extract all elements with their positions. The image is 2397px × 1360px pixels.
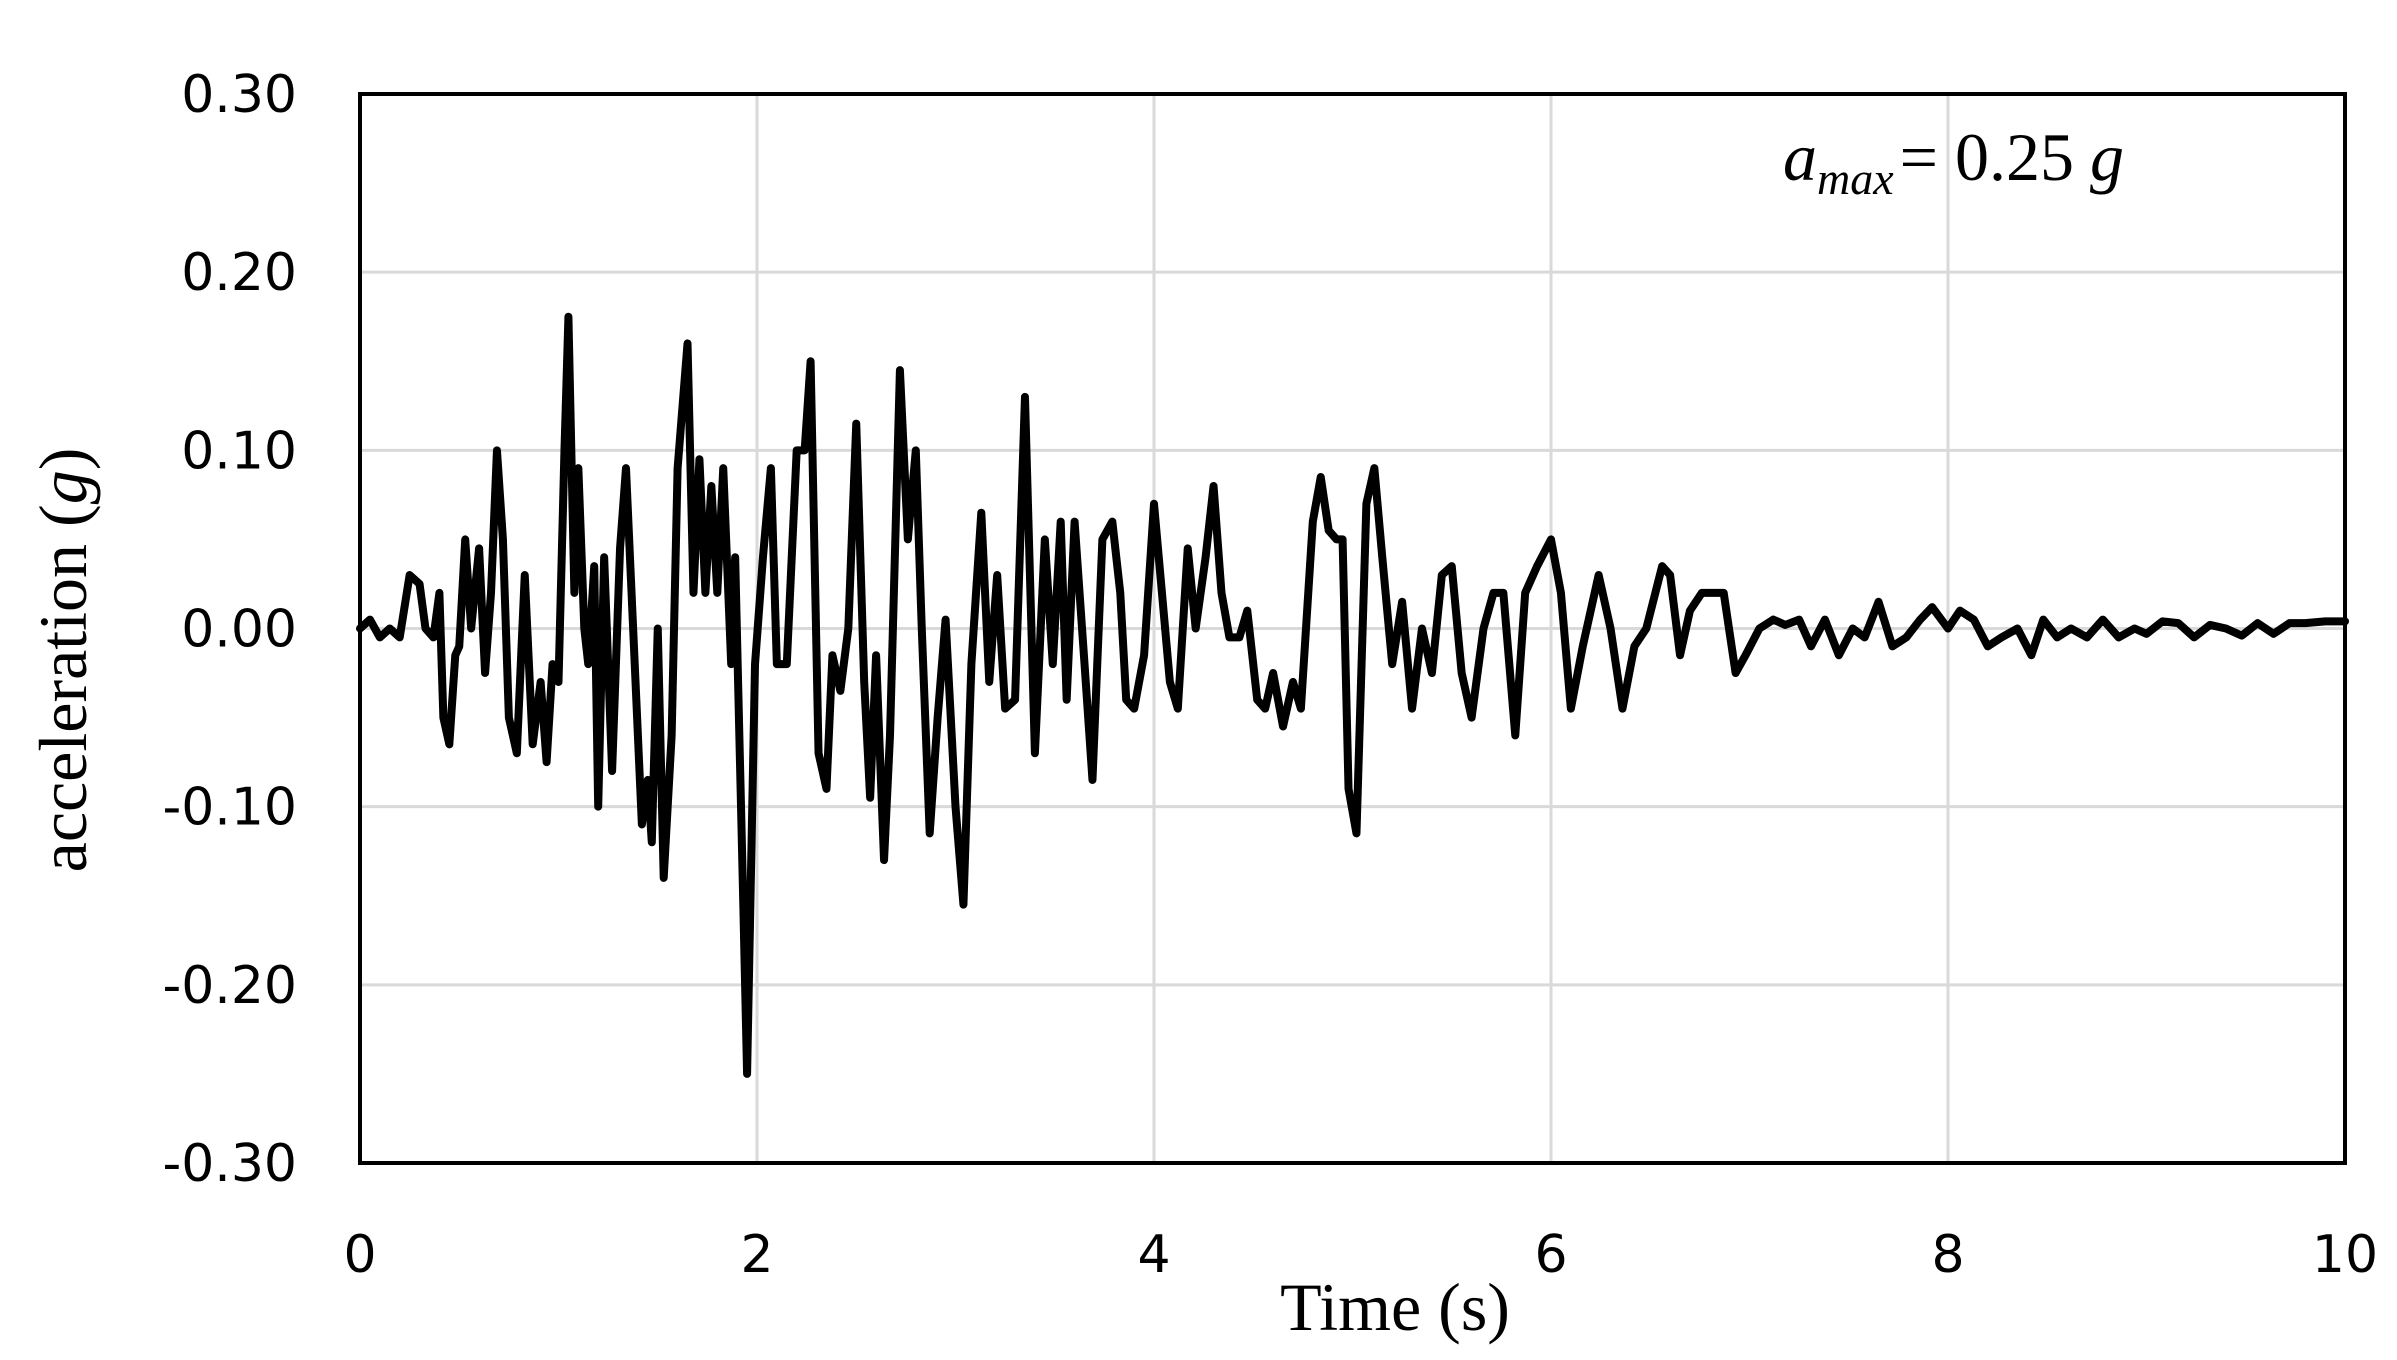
- y-tick-label: 0.20: [181, 243, 297, 303]
- x-tick-label: 2: [740, 1225, 773, 1285]
- annotation-part: max: [1817, 153, 1894, 204]
- y-axis-label: acceleration (g): [25, 448, 101, 873]
- y-tick-label: 0.10: [181, 421, 297, 481]
- x-tick-label: 6: [1534, 1225, 1567, 1285]
- x-tick-label: 0: [343, 1225, 376, 1285]
- y-axis-label-part: g: [25, 470, 101, 504]
- x-tick-label: 4: [1137, 1225, 1170, 1285]
- x-tick-label: 8: [1931, 1225, 1964, 1285]
- y-tick-label: 0.00: [181, 600, 297, 660]
- y-tick-label: -0.20: [162, 956, 297, 1016]
- x-axis-label: Time (s): [1280, 1269, 1510, 1345]
- plot-frame: [358, 92, 2347, 1165]
- y-axis-label-part: acceleration (: [25, 504, 101, 872]
- annotation: amax= 0.25 g: [1783, 119, 2124, 204]
- y-tick-label: -0.30: [162, 1134, 297, 1194]
- annotation-part: = 0.25: [1900, 119, 2074, 195]
- y-tick-label: 0.30: [181, 65, 297, 125]
- annotation-part: a: [1783, 119, 1817, 195]
- y-tick-label: -0.10: [162, 778, 297, 838]
- y-axis-label-part: ): [25, 448, 101, 471]
- annotation-part: g: [2090, 119, 2124, 195]
- data-line: [356, 312, 2349, 1078]
- x-tick-label: 10: [2312, 1225, 2378, 1285]
